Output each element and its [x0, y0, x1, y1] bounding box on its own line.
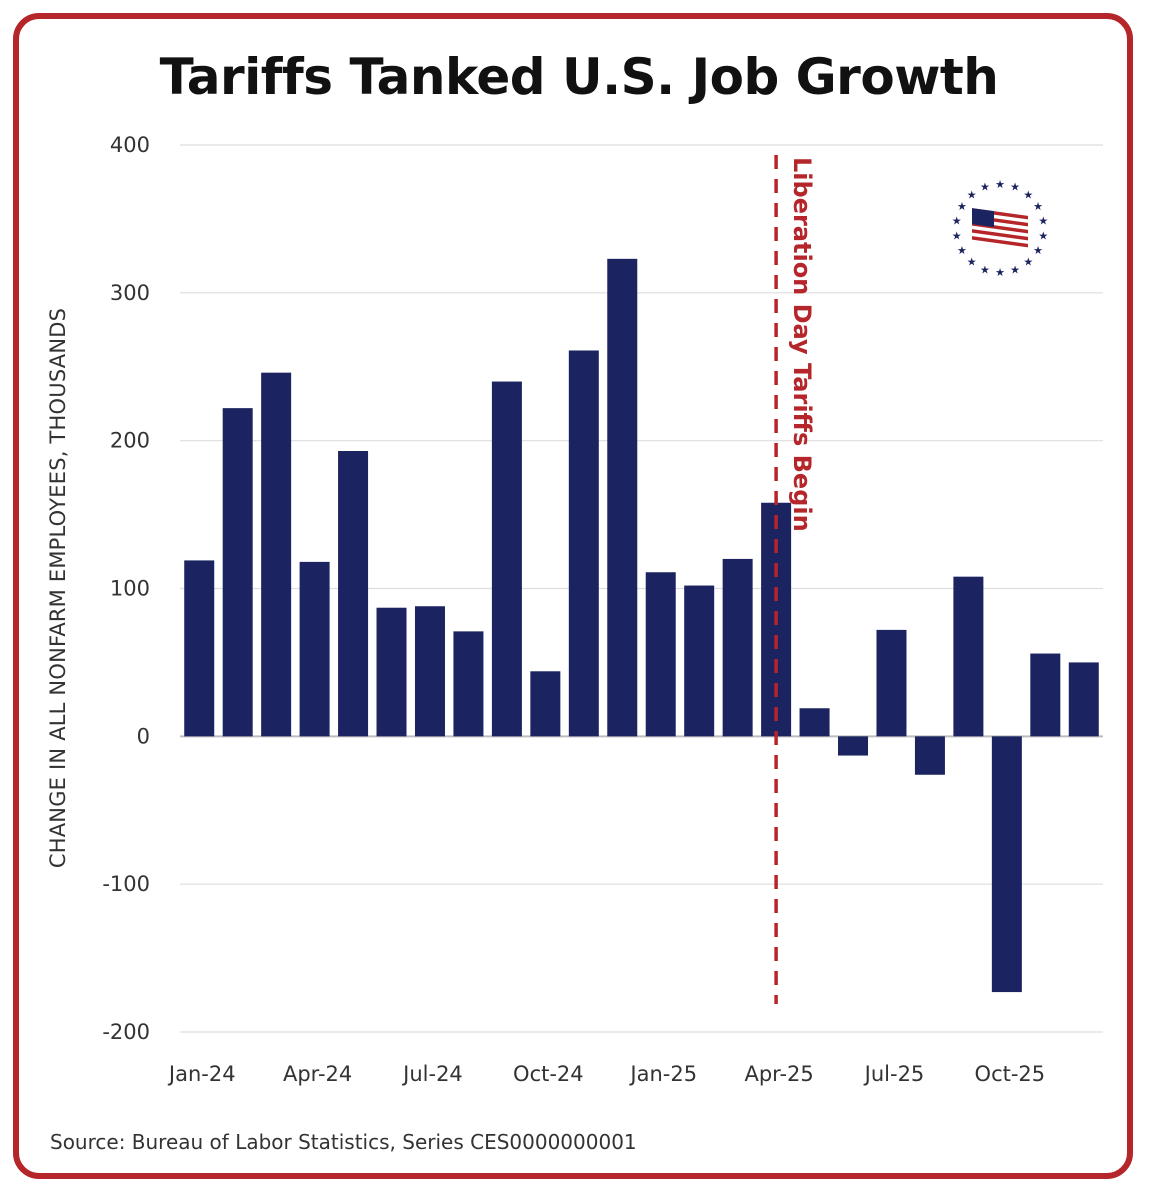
logo-star: ★	[967, 188, 977, 201]
logo-star: ★	[952, 230, 962, 243]
x-tick-label: Oct-25	[975, 1062, 1046, 1086]
bar-may-24	[338, 451, 369, 737]
x-tick-label: Apr-25	[744, 1062, 813, 1086]
x-tick-label: Jan-24	[167, 1062, 236, 1086]
x-axis-ticks: Jan-24 Apr-24 Jul-24 Oct-24 Jan-25 Apr-25 Jul-…	[167, 1062, 1045, 1086]
bar-jan-24	[184, 560, 215, 737]
logo-star: ★	[1010, 181, 1020, 194]
bar-feb-25	[684, 585, 715, 737]
bar-jul-25	[876, 629, 907, 737]
us-flag-stars-icon: ★ ★★★★★★★★★★★★★★★★★	[952, 178, 1049, 279]
logo-star: ★	[952, 214, 962, 227]
y-tick-label: 200	[110, 429, 150, 453]
bar-aug-24	[453, 631, 484, 737]
y-tick-label: 100	[110, 577, 150, 601]
logo-star: ★	[1023, 188, 1033, 201]
y-axis-ticks: 400 300 200 100 0 -100 -200	[102, 133, 150, 1044]
logo-star: ★	[1038, 230, 1048, 243]
bar-mar-25	[722, 558, 753, 737]
bar-dec-24	[607, 258, 638, 737]
bar-feb-24	[222, 408, 253, 737]
bar-nov-24	[568, 350, 599, 737]
bar-sep-24	[491, 381, 522, 737]
logo-star: ★	[967, 256, 977, 269]
x-tick-label: Oct-24	[513, 1062, 584, 1086]
bar-jun-24	[376, 607, 407, 737]
logo-star: ★	[980, 263, 990, 276]
logo-star: ★	[1010, 263, 1020, 276]
bar-jun-25	[838, 736, 869, 756]
chart-title: Tariffs Tanked U.S. Job Growth	[159, 48, 999, 106]
x-tick-label: Apr-24	[283, 1062, 352, 1086]
logo-star: ★	[1033, 244, 1043, 257]
logo-star: ★	[957, 200, 967, 213]
bar-jan-25	[645, 572, 676, 737]
bar-dec-25	[1068, 662, 1099, 737]
y-tick-label: 0	[137, 724, 150, 748]
x-tick-label: Jul-25	[863, 1062, 925, 1086]
bar-oct-25	[991, 736, 1022, 993]
bar-apr-24	[299, 561, 330, 737]
logo-star: ★	[995, 178, 1005, 191]
bar-jul-24	[414, 606, 445, 737]
bar-aug-25	[914, 736, 945, 775]
y-tick-label: 400	[110, 133, 150, 157]
bar-may-25	[799, 708, 830, 737]
y-tick-label: -100	[102, 872, 150, 896]
bar-mar-24	[261, 372, 292, 737]
logo-star: ★	[1038, 214, 1048, 227]
x-tick-label: Jul-24	[401, 1062, 463, 1086]
logo-star: ★	[980, 181, 990, 194]
annotation-label: Liberation Day Tariffs Begin	[788, 157, 816, 532]
logo-flag	[972, 208, 1028, 248]
source-note: Source: Bureau of Labor Statistics, Seri…	[50, 1130, 637, 1154]
logo-star: ★	[1033, 200, 1043, 213]
gridlines	[180, 144, 1103, 1033]
bar-oct-24	[530, 671, 561, 737]
bars	[184, 258, 1099, 993]
logo-star: ★	[1023, 256, 1033, 269]
logo-star: ★	[995, 266, 1005, 279]
y-tick-label: -200	[102, 1020, 150, 1044]
x-tick-label: Jan-25	[628, 1062, 697, 1086]
bar-sep-25	[953, 576, 984, 737]
logo-star: ★	[957, 244, 967, 257]
bar-nov-25	[1030, 653, 1061, 737]
annotation: Liberation Day Tariffs Begin	[774, 155, 816, 1004]
y-tick-label: 300	[110, 281, 150, 305]
